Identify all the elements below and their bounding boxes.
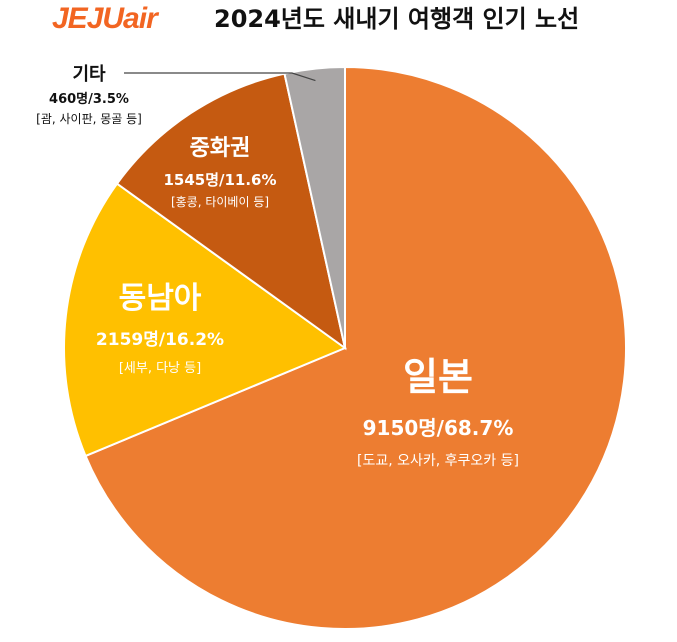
- slice-value-other: 460명/3.5%: [49, 91, 129, 107]
- pie-slice-greater-china: [115, 72, 347, 351]
- leader-line-other: [124, 72, 316, 82]
- slice-name-japan: 일본: [403, 355, 473, 399]
- slice-value-japan: 9150명/68.7%: [363, 416, 514, 440]
- slice-value-greater-china: 1545명/11.6%: [163, 171, 276, 189]
- slice-detail-japan: [도교, 오사카, 후쿠오카 등]: [357, 453, 519, 469]
- slice-name-other: 기타: [72, 64, 106, 85]
- chart-title: 2024년도 새내기 여행객 인기 노선: [214, 5, 580, 33]
- slice-value-southeast-asia: 2159명/16.2%: [96, 330, 224, 350]
- slice-detail-greater-china: [홍콩, 타이베이 등]: [171, 195, 269, 209]
- pie-slice-japan: [84, 65, 627, 630]
- slice-name-greater-china: 중화권: [190, 136, 251, 161]
- pie-slice-southeast-asia: [63, 182, 348, 458]
- jejuair-logo: JEJUair: [52, 2, 158, 35]
- slice-detail-southeast-asia: [세부, 다낭 등]: [119, 361, 201, 376]
- slice-name-southeast-asia: 동남아: [119, 281, 202, 316]
- slice-detail-other: [괌, 사이판, 몽골 등]: [36, 112, 142, 126]
